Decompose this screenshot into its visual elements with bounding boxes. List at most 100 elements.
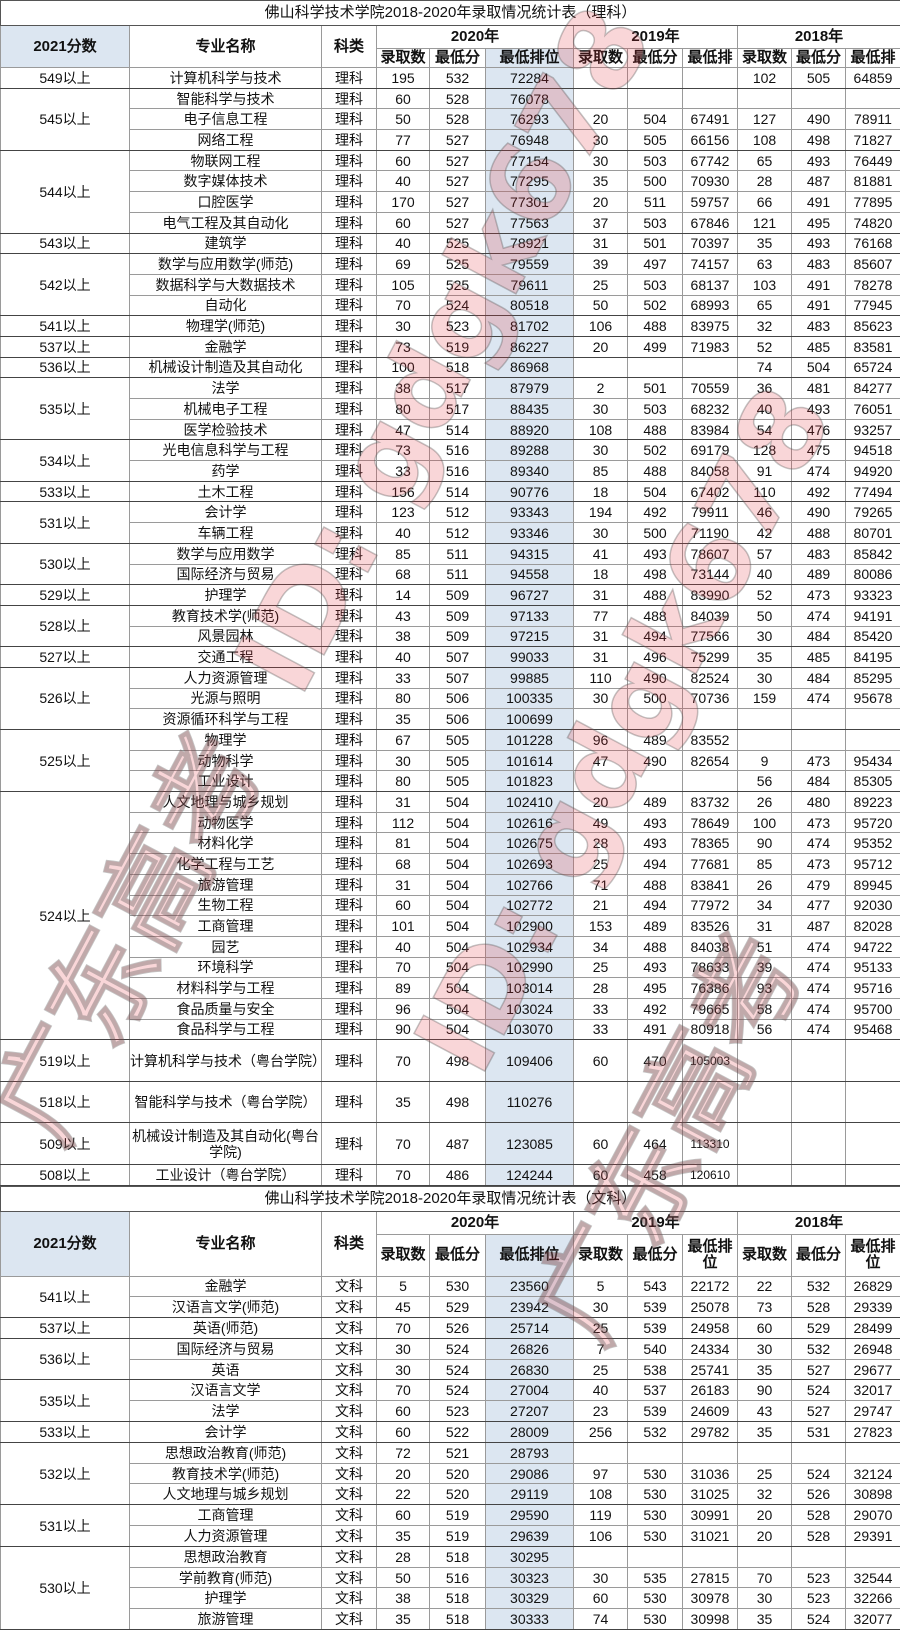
table-row: 529以上 护理学 理科 14 509 96727 31 488 83990 52 473 93323 (0, 584, 900, 606)
min-score-2019: 539 (627, 1317, 683, 1339)
subheader-cell: 最低分 (791, 1233, 846, 1277)
admit-2018: 43 (737, 1400, 792, 1423)
min-rank-2019: 71190 (682, 522, 738, 544)
min-score-2019: 492 (627, 501, 683, 524)
major-name: 国际经济与贸易 (129, 563, 322, 586)
min-rank-2019: 82654 (682, 749, 738, 772)
min-score-2019: 503 (627, 273, 683, 296)
min-score-2019 (627, 1080, 683, 1124)
min-score-2019: 500 (627, 170, 683, 193)
category: 理科 (321, 935, 377, 958)
score-2021: 528以上 (0, 604, 130, 648)
major-name: 思想政治教育(师范) (129, 1441, 322, 1464)
min-rank-2019: 83975 (682, 315, 738, 337)
min-score-2019: 494 (627, 894, 683, 917)
min-rank-2020: 103014 (485, 977, 574, 999)
major-name: 汉语言文学(师范) (129, 1296, 322, 1319)
min-rank-2018: 85842 (845, 542, 900, 565)
score-2021: 533以上 (0, 480, 130, 503)
min-rank-2020: 27004 (485, 1379, 574, 1402)
admit-2019: 25 (573, 956, 628, 979)
min-score-2020: 527 (429, 191, 486, 213)
header-type: 科类 (321, 25, 377, 68)
table-title-row: 佛山科学技术学院2018-2020年录取情况统计表（理科） (0, 0, 900, 26)
min-rank-2018: 74820 (845, 211, 900, 234)
min-score-2019: 500 (627, 522, 683, 544)
min-score-2019: 458 (627, 1163, 683, 1186)
min-score-2018: 493 (791, 398, 846, 420)
min-score-2018: 479 (791, 873, 846, 896)
min-score-2020: 518 (429, 1587, 486, 1610)
admit-2018: 31 (737, 915, 792, 937)
min-rank-2018: 95468 (845, 1018, 900, 1041)
admit-2020: 170 (376, 191, 430, 213)
min-rank-2018: 85607 (845, 253, 900, 275)
min-score-2020: 527 (429, 129, 486, 151)
admit-2019: 77 (573, 604, 628, 627)
admit-2019: 31 (573, 646, 628, 668)
min-score-2020: 524 (429, 294, 486, 317)
major-name: 护理学 (129, 584, 322, 606)
min-score-2019: 530 (627, 1483, 683, 1506)
admit-2020: 43 (376, 604, 430, 627)
min-score-2018: 490 (791, 501, 846, 524)
min-rank-2018: 94722 (845, 935, 900, 958)
min-rank-2019: 83984 (682, 418, 738, 441)
admit-2018: 39 (737, 956, 792, 979)
category: 理科 (321, 501, 377, 524)
min-score-2019: 538 (627, 1358, 683, 1381)
category: 文科 (321, 1587, 377, 1610)
min-rank-2019: 31021 (682, 1525, 738, 1547)
min-score-2019: 503 (627, 398, 683, 420)
min-score-2019: 532 (627, 1421, 683, 1443)
admit-2020: 96 (376, 997, 430, 1020)
header-year: 2020年 (376, 1210, 574, 1235)
table-row: 医学检验技术 理科 47 514 88920 108 488 83984 54 476 93257 (1, 418, 900, 441)
category: 文科 (321, 1379, 377, 1402)
table-row: 535以上 汉语言文学 文科 70 524 27004 40 537 26183 90 524 320… (0, 1379, 900, 1423)
admit-2018 (737, 1163, 792, 1186)
category: 理科 (321, 1080, 377, 1124)
min-score-2020: 526 (429, 1317, 486, 1339)
min-score-2018: 480 (791, 791, 846, 813)
admit-2018: 42 (737, 522, 792, 544)
category: 文科 (321, 1317, 377, 1339)
admit-2018: 85 (737, 853, 792, 875)
table-row: 数字媒体技术 理科 40 527 77295 35 500 70930 28 487 81881 (1, 170, 900, 193)
min-score-2020: 506 (429, 687, 486, 710)
admit-2020: 5 (376, 1275, 430, 1298)
category: 文科 (321, 1337, 377, 1360)
min-rank-2018: 78911 (845, 108, 900, 131)
min-rank-2018: 77494 (845, 480, 900, 503)
min-rank-2018: 95700 (845, 997, 900, 1020)
table-row: 生物工程 理科 60 504 102772 21 494 77972 34 477 92030 (1, 894, 900, 917)
min-rank-2019: 31036 (682, 1462, 738, 1485)
major-name: 机械设计制造及其自动化(粤台学院) (129, 1122, 322, 1165)
admit-2020: 105 (376, 273, 430, 296)
table-row: 学前教育(师范) 文科 50 516 30323 30 535 27815 70 523 32544 (1, 1566, 900, 1589)
min-rank-2019: 30991 (682, 1504, 738, 1527)
min-score-2018: 473 (791, 811, 846, 834)
min-score-2020: 528 (429, 108, 486, 131)
admit-2019: 96 (573, 729, 628, 751)
score-2021: 509以上 (0, 1122, 130, 1165)
min-score-2020: 504 (429, 977, 486, 999)
min-score-2020: 514 (429, 418, 486, 441)
table-row: 风景园林 理科 38 509 97215 31 494 77566 30 484 85420 (1, 625, 900, 648)
min-rank-2020: 97133 (485, 604, 574, 627)
min-score-2020: 521 (429, 1441, 486, 1464)
subheader-cell: 录取数 (573, 48, 628, 68)
min-rank-2018: 32266 (845, 1587, 900, 1610)
major-name: 计算机科学与技术 (129, 67, 322, 89)
category: 理科 (321, 294, 377, 317)
min-rank-2019: 83841 (682, 873, 738, 896)
min-rank-2018: 79265 (845, 501, 900, 524)
score-2021: 537以上 (0, 1317, 130, 1339)
admit-2020: 50 (376, 108, 430, 131)
major-name: 会计学 (129, 501, 322, 524)
min-score-2018: 529 (791, 1317, 846, 1339)
min-rank-2018: 95712 (845, 853, 900, 875)
admit-2018: 50 (737, 604, 792, 627)
admit-2020: 60 (376, 87, 430, 110)
min-rank-2019: 83552 (682, 729, 738, 751)
